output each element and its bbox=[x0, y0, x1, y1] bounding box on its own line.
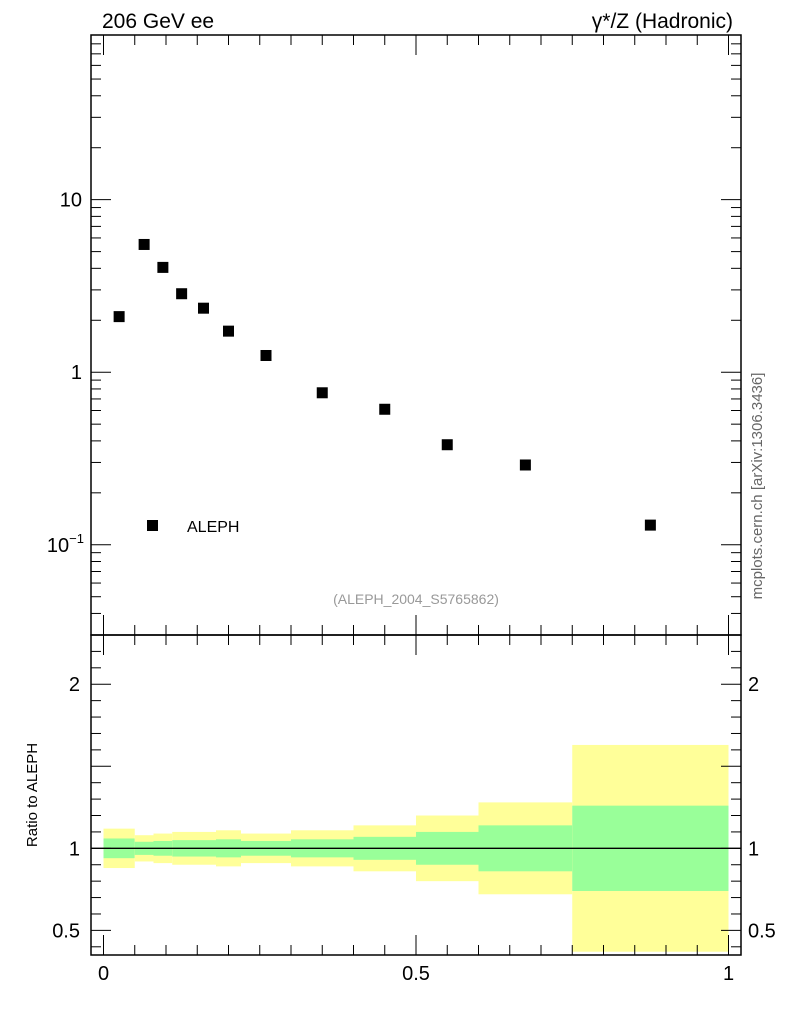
legend-marker bbox=[147, 520, 158, 531]
main-x-ticks bbox=[103, 35, 729, 635]
ratio-y-tick-label-left: 1 bbox=[69, 838, 80, 860]
ratio-y-tick-label-left: 2 bbox=[69, 674, 80, 696]
ratio-y-tick-labels: 2 2 1 1 0.5 0.5 bbox=[52, 674, 776, 942]
data-point bbox=[644, 519, 656, 531]
y-tick-label: 1 bbox=[71, 362, 82, 384]
data-point bbox=[260, 349, 272, 361]
ratio-y-tick-label-right: 0.5 bbox=[748, 920, 776, 942]
data-point bbox=[316, 387, 328, 399]
data-point bbox=[138, 238, 150, 250]
data-point bbox=[379, 403, 391, 415]
y-tick-label: 10−1 bbox=[47, 531, 84, 557]
ratio-x-ticks bbox=[103, 635, 729, 955]
x-tick-label: 0 bbox=[98, 963, 109, 985]
data-point bbox=[223, 325, 234, 337]
ratio-plot-panel: 2 21 10.5 0.5 0 0.5 1 Ratio to ALEPH bbox=[24, 634, 776, 985]
data-point bbox=[113, 311, 125, 323]
ratio-y-tick-label-right: 1 bbox=[748, 838, 759, 860]
ratio-y-tick-label-right: 2 bbox=[748, 674, 759, 696]
main-plot-panel: 10 1 10−1 ALEPH (ALEPH_2004_S5765862) bbox=[47, 34, 742, 636]
header-left-title: 206 GeV ee bbox=[102, 10, 214, 33]
ratio-x-tick-labels: 0 0.5 1 bbox=[98, 963, 734, 985]
data-point bbox=[198, 302, 209, 314]
x-tick-label: 1 bbox=[723, 963, 734, 985]
data-point bbox=[519, 459, 531, 471]
ratio-y-tick-label-left: 0.5 bbox=[52, 920, 80, 942]
analysis-id-label: (ALEPH_2004_S5765862) bbox=[333, 591, 499, 607]
aleph-data-points bbox=[113, 238, 656, 531]
main-y-tick-labels: 10 1 10−1 bbox=[47, 190, 84, 557]
legend-label: ALEPH bbox=[187, 519, 239, 536]
data-point bbox=[441, 439, 453, 451]
data-point bbox=[176, 288, 188, 300]
data-point bbox=[157, 261, 169, 273]
header-right-title: γ*/Z (Hadronic) bbox=[592, 10, 733, 33]
ratio-y-ticks bbox=[91, 650, 741, 948]
x-tick-label: 0.5 bbox=[402, 963, 430, 985]
main-plot-frame bbox=[90, 34, 742, 636]
watermark: mcplots.cern.ch [arXiv:1306.3436] bbox=[749, 373, 766, 600]
y-tick-label: 10 bbox=[60, 190, 82, 212]
ratio-y-axis-label: Ratio to ALEPH bbox=[24, 743, 41, 847]
main-y-ticks bbox=[91, 34, 741, 636]
